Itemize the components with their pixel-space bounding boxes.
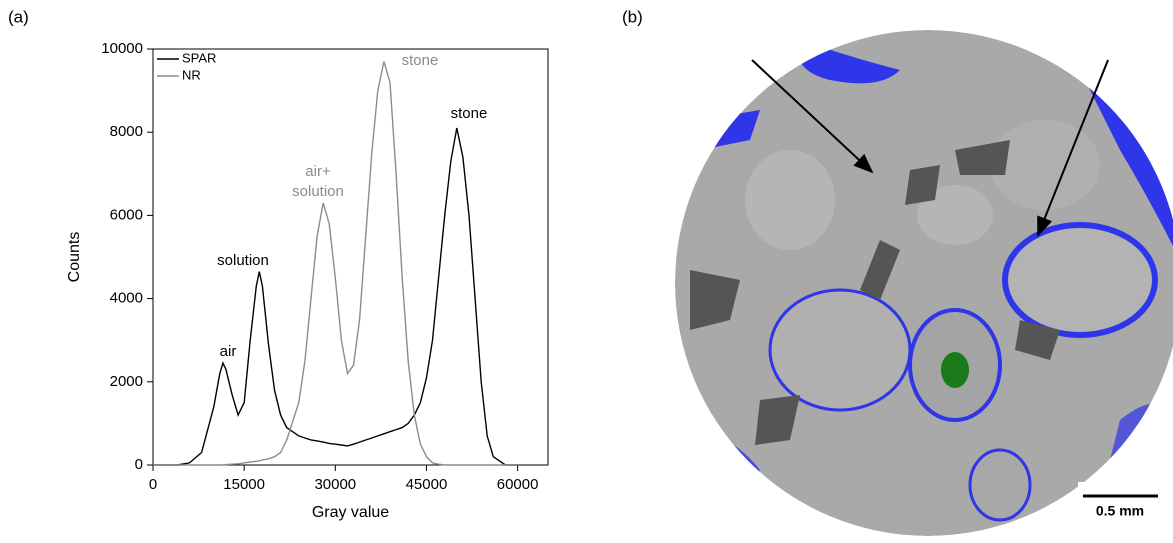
micro-ct-image <box>675 30 1173 536</box>
y-tick-label: 0 <box>135 456 143 473</box>
x-tick-label: 45000 <box>406 476 448 493</box>
y-tick-label: 4000 <box>110 290 143 307</box>
y-tick-label: 6000 <box>110 206 143 223</box>
arrow <box>1037 59 1109 237</box>
annotation: air+ <box>305 163 331 180</box>
annotation: solution <box>217 252 269 269</box>
x-tick-label: 0 <box>149 476 157 493</box>
scale-bar-box <box>1078 482 1164 522</box>
series-line <box>153 61 518 466</box>
series-line <box>153 127 518 466</box>
annotation: solution <box>292 183 344 200</box>
legend-label: SPAR <box>182 50 216 65</box>
arrow <box>751 59 874 174</box>
panel-label: (b) <box>622 7 643 26</box>
y-tick-label: 8000 <box>110 123 143 140</box>
annotation: stone <box>451 105 488 122</box>
legend-label: NR <box>182 67 201 82</box>
x-tick-label: 60000 <box>497 476 539 493</box>
annotation: air <box>220 343 237 360</box>
plot-frame <box>152 48 549 466</box>
y-tick-label: 10000 <box>101 40 143 57</box>
y-tick-label: 2000 <box>110 373 143 390</box>
x-tick-label: 15000 <box>223 476 265 493</box>
scale-bar-label: 0.5 mm <box>1096 503 1144 519</box>
panel-label: (a) <box>8 7 29 26</box>
x-tick-label: 30000 <box>314 476 356 493</box>
annotation: stone <box>402 52 439 69</box>
plot-area: 0 15000 30000 45000 60000 0 2000 4000 6000 8000 10… <box>66 40 549 521</box>
x-axis-label: Gray value <box>312 504 389 521</box>
y-axis-label: Counts <box>66 232 83 283</box>
